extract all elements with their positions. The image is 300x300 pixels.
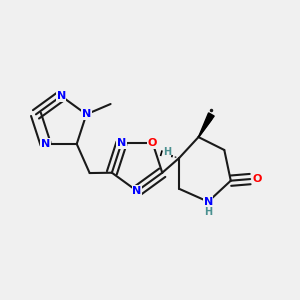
Text: N: N: [82, 110, 91, 119]
Text: N: N: [133, 186, 142, 196]
Text: O: O: [148, 138, 157, 148]
Text: H: H: [204, 207, 212, 217]
Polygon shape: [199, 113, 214, 137]
Text: N: N: [117, 138, 126, 148]
Text: H: H: [163, 147, 171, 157]
Text: N: N: [203, 197, 213, 207]
Text: N: N: [56, 91, 66, 101]
Text: N: N: [41, 139, 50, 149]
Text: O: O: [253, 174, 262, 184]
